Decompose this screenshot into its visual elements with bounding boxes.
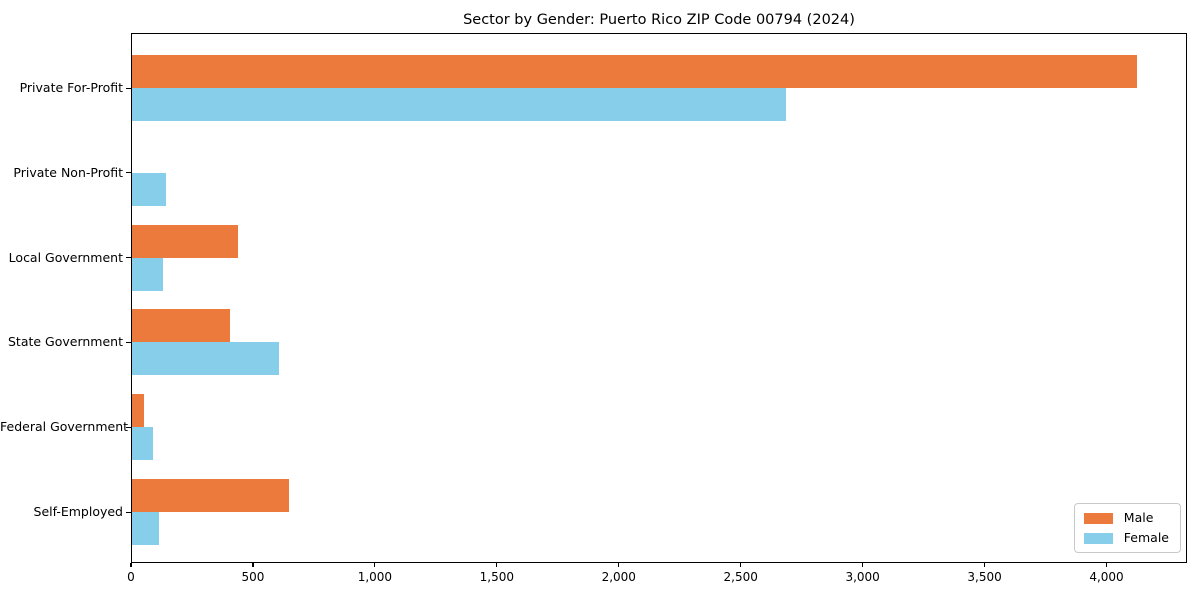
- y-axis-label: State Government: [7, 334, 123, 350]
- male-color-swatch: [1083, 512, 1113, 524]
- x-axis-tick: [252, 563, 254, 567]
- y-axis-label: Private For-Profit: [19, 80, 123, 95]
- x-axis-tick-label: 2,000: [601, 570, 636, 584]
- x-axis-tick-label: 4,000: [1089, 570, 1124, 584]
- x-axis-tick-label: 1,500: [479, 570, 514, 584]
- male-bar: [132, 479, 290, 512]
- y-axis-tick: [126, 257, 131, 259]
- y-axis-tick: [126, 341, 131, 344]
- y-axis-tick: [126, 426, 131, 428]
- legend: Male Female: [1073, 503, 1181, 553]
- y-axis-tick: [126, 172, 131, 174]
- female-color-swatch: [1083, 532, 1113, 544]
- male-bar: [132, 224, 239, 258]
- legend-label-male: Male: [1123, 510, 1154, 525]
- x-axis-tick: [740, 563, 742, 567]
- x-axis-tick-label: 1,000: [357, 570, 393, 584]
- x-axis-tick-label: 2,500: [723, 570, 758, 584]
- female-bar: [132, 172, 167, 206]
- x-axis-tick-label: 3,000: [845, 570, 880, 584]
- x-axis-tick: [130, 563, 132, 567]
- female-bar: [132, 512, 159, 545]
- y-axis-label: Private Non-Profit: [13, 164, 123, 180]
- y-axis-label: Local Government: [8, 249, 123, 265]
- male-bar: [132, 309, 230, 343]
- x-axis-tick: [862, 563, 864, 567]
- plot-area: [131, 33, 1187, 563]
- chart-title: Sector by Gender: Puerto Rico ZIP Code 0…: [463, 12, 855, 28]
- y-axis-tick: [126, 87, 131, 89]
- female-bar: [132, 427, 153, 461]
- male-bar: [132, 55, 1137, 88]
- female-bar: [132, 88, 786, 121]
- x-axis-tick: [618, 563, 620, 567]
- female-bar: [132, 342, 279, 376]
- legend-item-male: Male: [1083, 510, 1169, 525]
- y-axis-label: Federal Government: [0, 419, 129, 435]
- x-axis-tick: [1105, 563, 1108, 567]
- y-axis-label: Self-Employed: [33, 504, 123, 519]
- x-axis-tick-label: 0: [127, 570, 135, 584]
- y-axis-tick: [126, 511, 131, 513]
- male-bar: [132, 394, 145, 428]
- x-axis-tick-label: 3,500: [967, 570, 1002, 584]
- x-axis-tick: [496, 563, 498, 567]
- x-axis-tick: [374, 563, 376, 567]
- legend-item-female: Female: [1083, 530, 1169, 545]
- legend-label-female: Female: [1123, 530, 1169, 545]
- x-axis-tick: [983, 563, 986, 567]
- female-bar: [132, 257, 163, 291]
- x-axis-tick-label: 500: [241, 570, 265, 584]
